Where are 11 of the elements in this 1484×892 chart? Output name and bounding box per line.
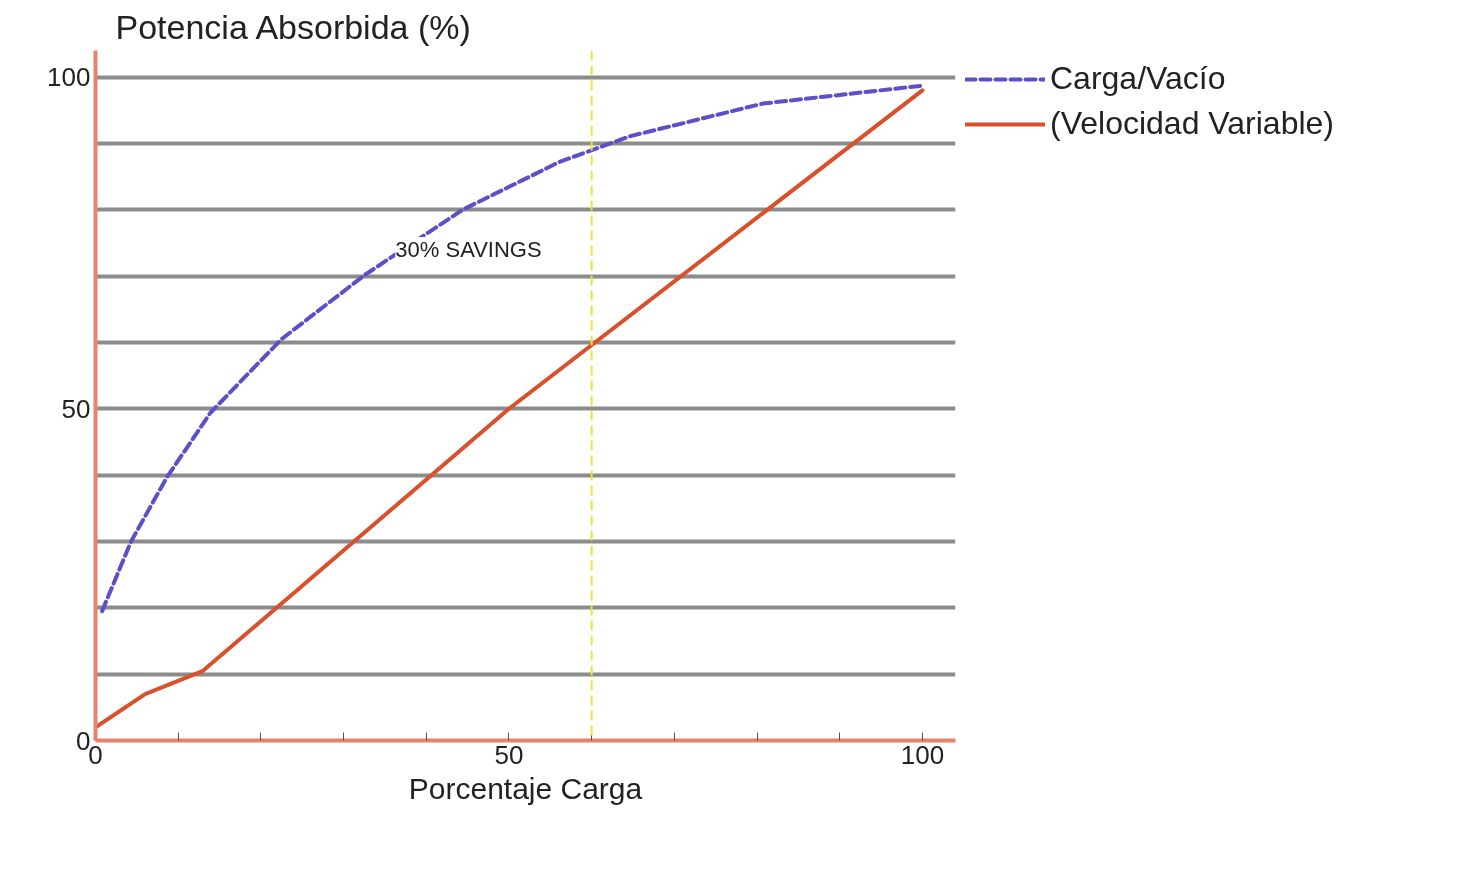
annotation: 30% SAVINGS bbox=[395, 237, 542, 263]
x-tick-label: 100 bbox=[900, 739, 945, 770]
line-series bbox=[100, 83, 925, 614]
x-tick-label: 50 bbox=[494, 739, 524, 770]
line-series bbox=[95, 88, 925, 730]
y-axis-title: Potencia Absorbida (%) bbox=[115, 7, 471, 46]
x-axis-title: Porcentaje Carga bbox=[408, 771, 643, 805]
legend-label: (Velocidad Variable) bbox=[1050, 105, 1335, 142]
y-tick-label: 100 bbox=[47, 62, 91, 93]
legend-label: Carga/Vacío bbox=[1050, 60, 1226, 97]
y-tick-label: 50 bbox=[61, 393, 91, 424]
